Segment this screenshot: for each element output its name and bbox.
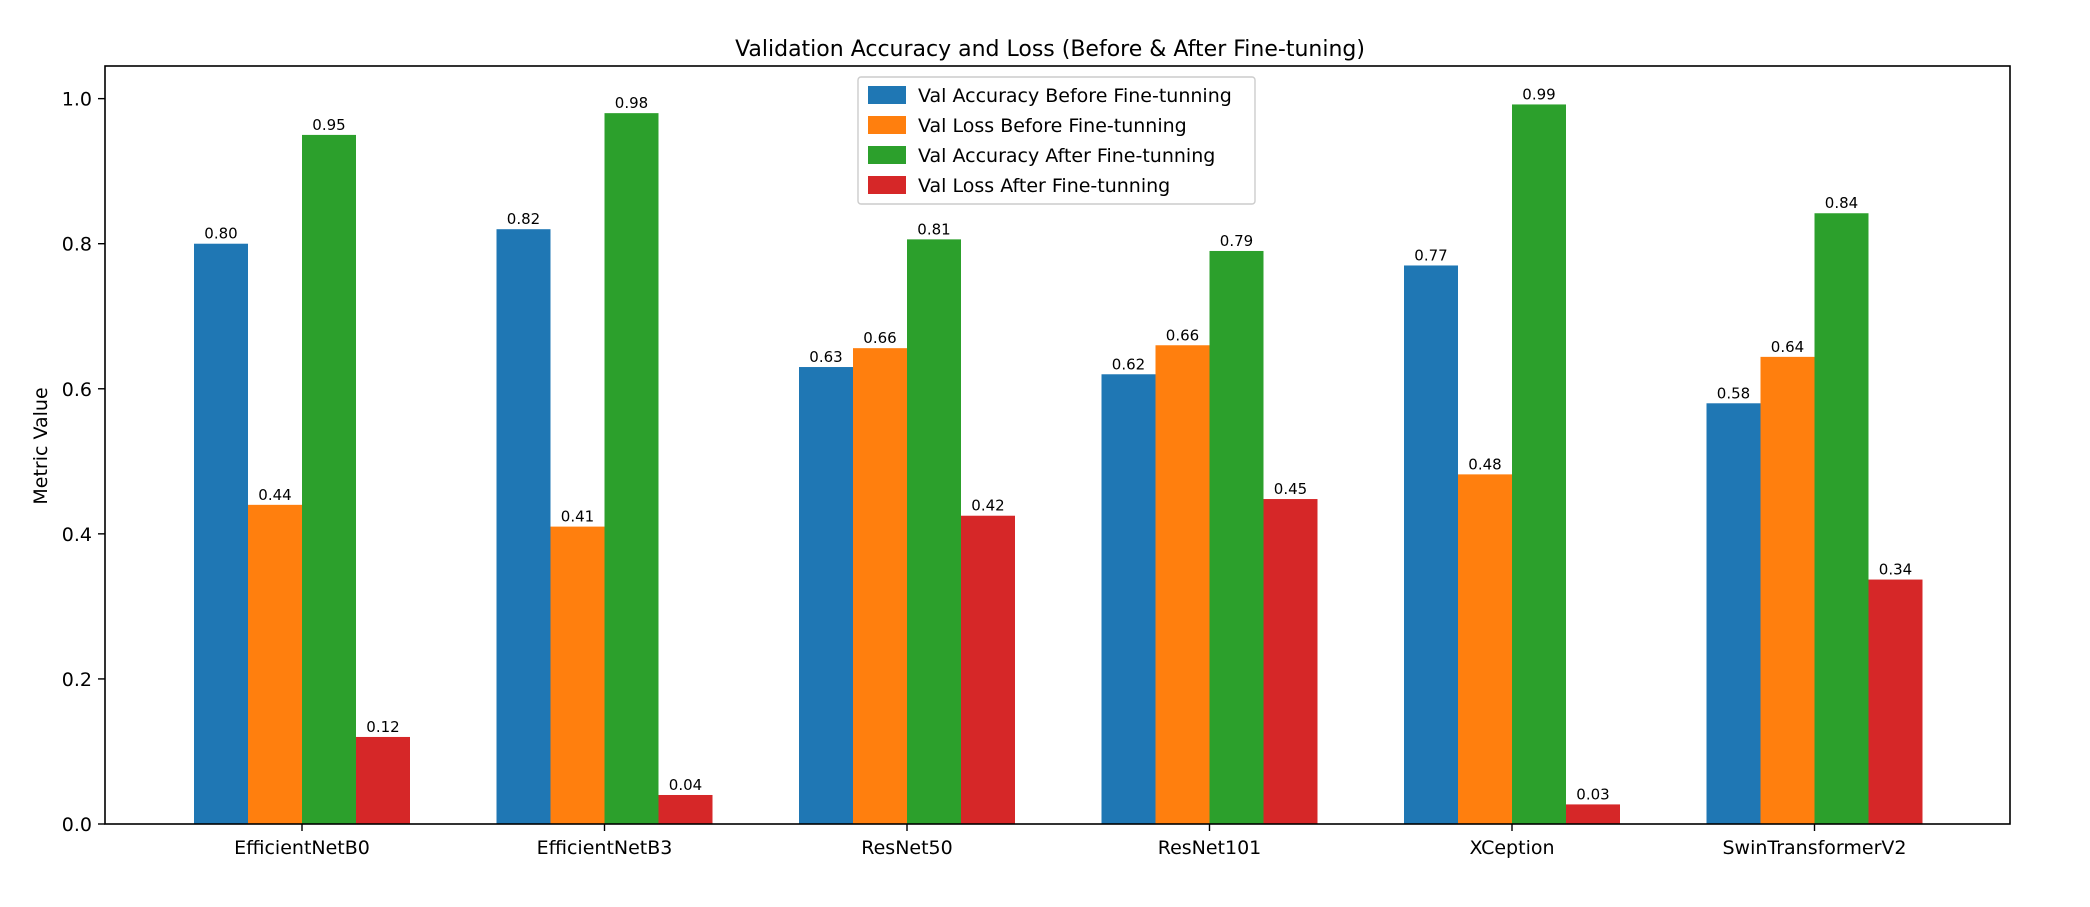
bar-0-0 — [194, 243, 248, 825]
y-tick-label-2: 0.4 — [62, 524, 92, 546]
bar-1-5 — [1760, 356, 1815, 824]
legend-swatch-1 — [868, 116, 906, 134]
bar-2-5 — [1814, 213, 1869, 824]
bar-3-1 — [658, 794, 713, 824]
data-label-3-0: 0.12 — [366, 718, 399, 736]
bar-3-5 — [1868, 579, 1923, 824]
legend-label-3: Val Loss After Fine-tunning — [918, 175, 1170, 197]
y-tick-label-1: 0.2 — [62, 669, 92, 691]
legend-swatch-2 — [868, 146, 906, 164]
legend-label-1: Val Loss Before Fine-tunning — [918, 115, 1187, 137]
data-label-1-0: 0.44 — [258, 486, 291, 504]
bars-layer — [194, 104, 1923, 825]
data-label-3-1: 0.04 — [669, 776, 702, 794]
data-label-2-4: 0.99 — [1522, 85, 1555, 103]
y-axis: 0.0 0.2 0.4 0.6 0.8 1.0 — [62, 89, 105, 836]
data-label-1-5: 0.64 — [1771, 338, 1804, 356]
y-axis-label: Metric Value — [30, 387, 52, 504]
data-label-2-5: 0.84 — [1825, 194, 1858, 212]
bar-0-1 — [496, 229, 551, 824]
bar-1-1 — [550, 526, 605, 824]
x-tick-label-4: XCeption — [1469, 837, 1554, 859]
legend-label-0: Val Accuracy Before Fine-tunning — [918, 85, 1232, 107]
bar-3-3 — [1263, 499, 1318, 824]
bar-1-0 — [248, 504, 302, 824]
bar-0-5 — [1706, 403, 1761, 824]
x-tick-label-2: ResNet50 — [861, 837, 952, 859]
data-label-3-3: 0.45 — [1274, 480, 1307, 498]
bar-0-3 — [1101, 374, 1156, 824]
data-labels-layer: 0.80 0.82 0.63 0.62 0.77 0.58 0.44 0.41 0.66 0.66… — [204, 85, 1912, 803]
data-label-0-3: 0.62 — [1112, 355, 1145, 373]
x-tick-label-3: ResNet101 — [1158, 837, 1262, 859]
bar-0-2 — [799, 367, 853, 824]
data-label-0-4: 0.77 — [1414, 246, 1447, 264]
data-label-0-2: 0.63 — [809, 348, 842, 366]
x-tick-label-1: EfficientNetB3 — [537, 837, 673, 859]
data-label-3-2: 0.42 — [971, 497, 1004, 515]
y-tick-label-0: 0.0 — [62, 814, 92, 836]
legend-swatch-3 — [868, 176, 906, 194]
bar-2-1 — [604, 113, 659, 825]
legend-swatch-0 — [868, 86, 906, 104]
data-label-1-4: 0.48 — [1468, 455, 1501, 473]
x-tick-label-5: SwinTransformerV2 — [1722, 837, 1906, 859]
bar-1-3 — [1155, 345, 1210, 824]
legend-box — [857, 76, 1256, 205]
bar-1-4 — [1458, 474, 1512, 824]
plot-frame — [104, 65, 2011, 825]
x-tick-label-0: EfficientNetB0 — [234, 837, 370, 859]
y-tick-label-3: 0.6 — [62, 379, 92, 401]
bar-2-3 — [1209, 250, 1264, 825]
data-label-2-3: 0.79 — [1220, 232, 1253, 250]
data-label-1-1: 0.41 — [561, 508, 594, 526]
y-tick-label-5: 1.0 — [62, 89, 92, 111]
data-label-0-1: 0.82 — [507, 210, 540, 228]
data-label-1-3: 0.66 — [1166, 326, 1199, 344]
bar-2-0 — [302, 134, 356, 825]
legend-label-2: Val Accuracy After Fine-tunning — [918, 145, 1215, 167]
data-label-0-5: 0.58 — [1717, 384, 1750, 402]
data-label-2-2: 0.81 — [917, 220, 950, 238]
data-label-2-0: 0.95 — [312, 116, 345, 134]
x-axis: EfficientNetB0 EfficientNetB3 ResNet50 ResN… — [234, 824, 1907, 859]
bar-3-2 — [961, 515, 1015, 824]
bar-1-2 — [853, 348, 907, 824]
data-label-2-1: 0.98 — [615, 94, 648, 112]
data-label-0-0: 0.80 — [204, 225, 237, 243]
bar-3-4 — [1566, 804, 1620, 824]
y-tick-label-4: 0.8 — [62, 234, 92, 256]
legend: Val Accuracy Before Fine-tunning Val Loss… — [857, 76, 1256, 205]
bar-2-2 — [907, 239, 961, 824]
data-label-3-5: 0.34 — [1879, 561, 1912, 579]
bar-3-0 — [356, 736, 410, 824]
bar-2-4 — [1512, 104, 1566, 824]
data-label-1-2: 0.66 — [863, 329, 896, 347]
bar-0-4 — [1404, 265, 1458, 824]
data-label-3-4: 0.03 — [1576, 785, 1609, 803]
chart-title: Validation Accuracy and Loss (Before & A… — [735, 37, 1365, 62]
